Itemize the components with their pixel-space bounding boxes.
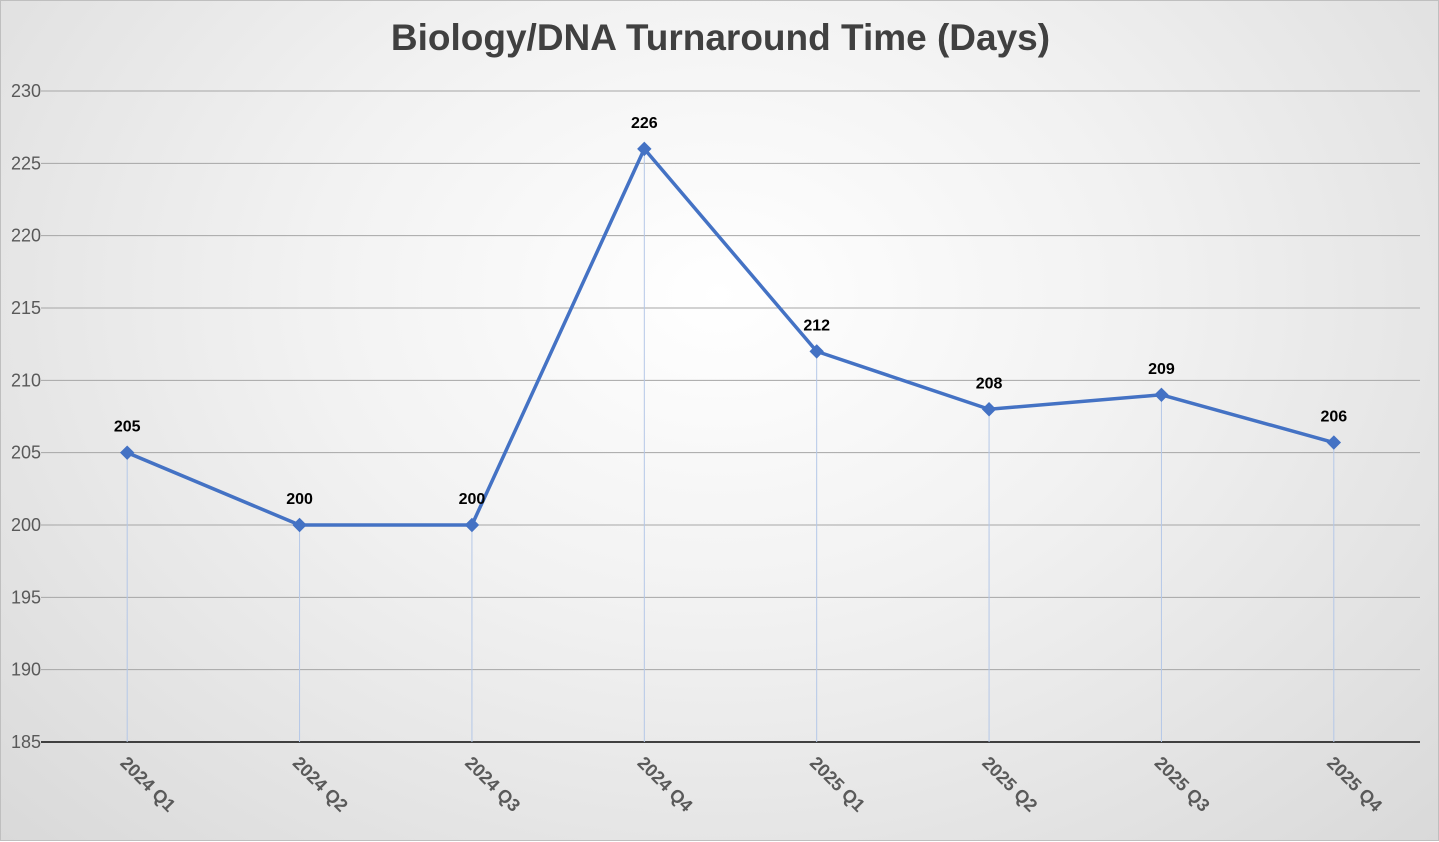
series-line bbox=[126, 147, 1335, 527]
x-tick-label: 2024 Q4 bbox=[633, 753, 696, 816]
y-tick-label: 210 bbox=[11, 370, 41, 390]
y-tick-label: 230 bbox=[11, 81, 41, 101]
y-tick-label: 190 bbox=[11, 660, 41, 680]
y-tick-label: 185 bbox=[11, 732, 41, 752]
data-label: 200 bbox=[286, 491, 313, 508]
y-tick-label: 200 bbox=[11, 515, 41, 535]
chart-title: Biology/DNA Turnaround Time (Days) bbox=[390, 17, 1051, 58]
data-label: 206 bbox=[1320, 409, 1347, 426]
y-tick-label: 195 bbox=[11, 587, 41, 607]
x-tick-label: 2025 Q4 bbox=[1323, 753, 1386, 816]
x-tick-label: 2024 Q1 bbox=[116, 753, 179, 816]
data-point-marker bbox=[809, 344, 824, 359]
x-tick-label: 2025 Q3 bbox=[1151, 753, 1214, 816]
data-label: 208 bbox=[976, 375, 1003, 392]
data-label: 200 bbox=[459, 491, 486, 508]
y-tick-label: 215 bbox=[11, 298, 41, 318]
data-point-marker bbox=[637, 141, 652, 157]
data-point-marker bbox=[119, 445, 135, 460]
data-point-marker bbox=[1326, 435, 1342, 450]
data-label: 205 bbox=[114, 419, 141, 436]
y-tick-label: 225 bbox=[11, 153, 41, 173]
data-point-marker bbox=[464, 517, 480, 533]
data-label: 212 bbox=[803, 317, 830, 334]
data-point-marker bbox=[292, 517, 307, 533]
x-tick-label: 2024 Q3 bbox=[461, 753, 524, 816]
x-tick-label: 2025 Q2 bbox=[978, 753, 1041, 816]
y-tick-label: 220 bbox=[11, 226, 41, 246]
data-point-marker bbox=[981, 402, 997, 417]
data-label: 209 bbox=[1148, 361, 1175, 378]
y-tick-label: 205 bbox=[11, 443, 41, 463]
x-tick-label: 2025 Q1 bbox=[806, 753, 869, 816]
data-point-marker bbox=[1154, 387, 1169, 403]
data-label: 226 bbox=[631, 115, 658, 132]
x-tick-label: 2024 Q2 bbox=[289, 753, 352, 816]
